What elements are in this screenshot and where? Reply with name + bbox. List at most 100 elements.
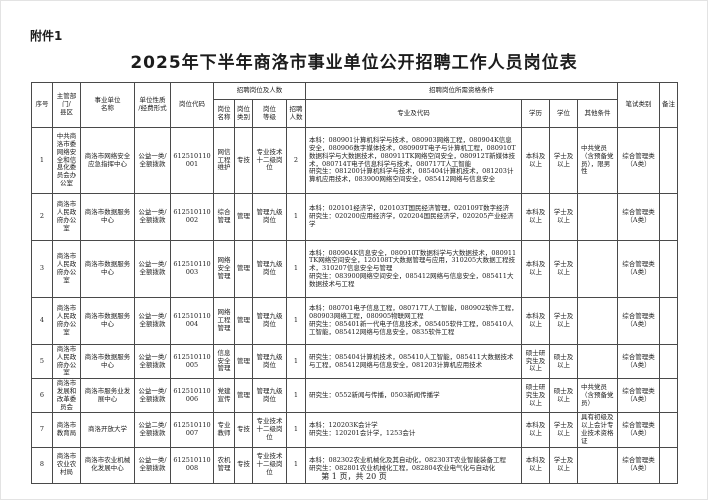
cell-note bbox=[659, 297, 678, 345]
cell-other bbox=[577, 297, 618, 345]
cell-note bbox=[659, 127, 678, 194]
cell-degree: 学士及以上 bbox=[549, 193, 578, 241]
cell-major: 本科：020101经济学，020103T国民经济管理，020109T数字经济 研… bbox=[305, 193, 522, 241]
table-header: 序号 主管部门/ 县区 事业单位 名称 单位性质 /经费形式 岗位代码 招聘岗位… bbox=[31, 82, 678, 128]
cell-major: 本科：080701电子信息工程，080717T人工智能，080902软件工程，0… bbox=[305, 297, 522, 345]
cell-post-type: 专技 bbox=[234, 412, 253, 448]
cell-exam-type: 综合管理类（A类） bbox=[617, 193, 660, 241]
cell-education: 本科及以上 bbox=[521, 297, 550, 345]
cell-degree: 学士及以上 bbox=[549, 127, 578, 194]
cell-education: 硕士研究生及以上 bbox=[521, 378, 550, 414]
cell-note bbox=[659, 412, 678, 448]
cell-education: 本科及以上 bbox=[521, 193, 550, 241]
col-header-degree: 学位 bbox=[549, 99, 578, 128]
cell-code: 612510110001 bbox=[170, 127, 214, 194]
cell-post-name: 网信工程维护 bbox=[213, 127, 235, 194]
cell-post-type: 管理 bbox=[234, 378, 253, 414]
cell-post-count: 1 bbox=[286, 297, 306, 345]
cell-code: 612510110006 bbox=[170, 378, 214, 414]
col-header-post-count: 招聘 人数 bbox=[286, 99, 306, 128]
cell-exam-type: 综合管理类（A类） bbox=[617, 343, 660, 380]
cell-post-count: 1 bbox=[286, 412, 306, 448]
cell-no: 6 bbox=[31, 378, 53, 414]
cell-major: 本科：080901计算机科学与技术，080903网络工程，080904K信息安全… bbox=[305, 127, 522, 194]
cell-post-grade: 专业技术十二级岗位 bbox=[252, 412, 287, 448]
cell-nature: 公益一类/全额拨款 bbox=[134, 446, 171, 484]
cell-post-name: 信息安全管理 bbox=[213, 343, 235, 380]
cell-note bbox=[659, 446, 678, 484]
col-header-dept: 主管部门/ 县区 bbox=[52, 82, 81, 128]
cell-nature: 公益一类/全额拨款 bbox=[134, 127, 171, 194]
table-row: 7 商洛市教育局 商洛开放大学 公益二类/全额拨款 612510110007 专… bbox=[31, 412, 678, 448]
col-group-post: 招聘岗位及人数 bbox=[213, 82, 306, 100]
cell-major: 本科：080904K信息安全，080910T数据科学与大数据技术，080911T… bbox=[305, 240, 522, 298]
cell-post-grade: 管理九级岗位 bbox=[252, 343, 287, 380]
table-row: 8 商洛市农业农村局 商洛市农业机械化发展中心 公益一类/全额拨款 612510… bbox=[31, 446, 678, 484]
cell-note bbox=[659, 378, 678, 414]
cell-other bbox=[577, 193, 618, 241]
cell-other: 中共党员（含预备党员），限男性 bbox=[577, 127, 618, 194]
col-header-post-grade: 岗位 等级 bbox=[252, 99, 287, 128]
cell-note bbox=[659, 240, 678, 298]
cell-post-count: 1 bbox=[286, 193, 306, 241]
cell-post-type: 管理 bbox=[234, 297, 253, 345]
cell-note bbox=[659, 343, 678, 380]
cell-post-count: 1 bbox=[286, 378, 306, 414]
page-title: 2025年下半年商洛市事业单位公开招聘工作人员岗位表 bbox=[130, 53, 578, 73]
cell-exam-type: 综合管理类（A类） bbox=[617, 412, 660, 448]
cell-education: 硕士研究生及以上 bbox=[521, 343, 550, 380]
cell-code: 612510110005 bbox=[170, 343, 214, 380]
cell-post-grade: 专业技术十二级岗位 bbox=[252, 127, 287, 194]
col-header-post-name: 岗位 名称 bbox=[213, 99, 235, 128]
col-header-nature: 单位性质 /经费形式 bbox=[134, 82, 171, 128]
cell-post-grade: 管理九级岗位 bbox=[252, 240, 287, 298]
cell-no: 4 bbox=[31, 297, 53, 345]
table-row: 5 商洛市人民政府办公室 商洛市数据服务中心 公益一类/全额拨款 6125101… bbox=[31, 343, 678, 380]
cell-nature: 公益二类/全额拨款 bbox=[134, 412, 171, 448]
recruitment-positions-table: 序号 主管部门/ 县区 事业单位 名称 单位性质 /经费形式 岗位代码 招聘岗位… bbox=[31, 82, 678, 484]
cell-dept: 商洛市教育局 bbox=[52, 412, 81, 448]
cell-degree: 学士及以上 bbox=[549, 446, 578, 484]
cell-other bbox=[577, 343, 618, 380]
cell-major: 本科：120203K会计学 研究生：120201会计学，1253会计 bbox=[305, 412, 522, 448]
cell-post-name: 网络安全管理 bbox=[213, 240, 235, 298]
cell-post-type: 管理 bbox=[234, 240, 253, 298]
cell-note bbox=[659, 193, 678, 241]
cell-code: 612510110003 bbox=[170, 240, 214, 298]
cell-no: 5 bbox=[31, 343, 53, 380]
col-header-code: 岗位代码 bbox=[170, 82, 214, 128]
cell-post-name: 网络工程管理 bbox=[213, 297, 235, 345]
cell-unit: 商洛市服务业发展中心 bbox=[80, 378, 135, 414]
cell-other: 具有初级及以上会计专业技术资格证 bbox=[577, 412, 618, 448]
col-header-note: 备注 bbox=[659, 82, 678, 128]
cell-post-type: 专技 bbox=[234, 127, 253, 194]
cell-education: 本科及以上 bbox=[521, 127, 550, 194]
cell-other: 中共党员（含预备党员） bbox=[577, 378, 618, 414]
col-header-no: 序号 bbox=[31, 82, 53, 128]
cell-nature: 公益一类/全额拨款 bbox=[134, 343, 171, 380]
cell-major: 研究生：0552新闻与传播，0503新闻传播学 bbox=[305, 378, 522, 414]
cell-degree: 学士及以上 bbox=[549, 297, 578, 345]
table-row: 3 商洛市人民政府办公室 商洛市数据服务中心 公益一类/全额拨款 6125101… bbox=[31, 240, 678, 298]
cell-post-name: 党建宣传 bbox=[213, 378, 235, 414]
cell-no: 3 bbox=[31, 240, 53, 298]
table-row: 4 商洛市人民政府办公室 商洛市数据服务中心 公益一类/全额拨款 6125101… bbox=[31, 297, 678, 345]
cell-dept: 中共商洛市委网络安全和信息化委员会办公室 bbox=[52, 127, 81, 194]
cell-dept: 商洛市人民政府办公室 bbox=[52, 297, 81, 345]
cell-unit: 商洛市网络安全应急指挥中心 bbox=[80, 127, 135, 194]
cell-post-count: 1 bbox=[286, 240, 306, 298]
cell-degree: 硕士及以上 bbox=[549, 378, 578, 414]
col-group-qualifications: 招聘岗位所需资格条件 bbox=[305, 82, 618, 100]
cell-nature: 公益一类/全额拨款 bbox=[134, 378, 171, 414]
cell-no: 7 bbox=[31, 412, 53, 448]
cell-exam-type: 综合管理类（A类） bbox=[617, 297, 660, 345]
cell-post-type: 管理 bbox=[234, 193, 253, 241]
col-header-major: 专业及代码 bbox=[305, 99, 522, 128]
cell-unit: 商洛市农业机械化发展中心 bbox=[80, 446, 135, 484]
col-header-other: 其他条件 bbox=[577, 99, 618, 128]
cell-post-grade: 管理九级岗位 bbox=[252, 193, 287, 241]
table-row: 6 商洛市发展和改革委员会 商洛市服务业发展中心 公益一类/全额拨款 61251… bbox=[31, 378, 678, 414]
cell-dept: 商洛市人民政府办公室 bbox=[52, 240, 81, 298]
cell-post-grade: 管理九级岗位 bbox=[252, 297, 287, 345]
cell-post-name: 专业教师 bbox=[213, 412, 235, 448]
